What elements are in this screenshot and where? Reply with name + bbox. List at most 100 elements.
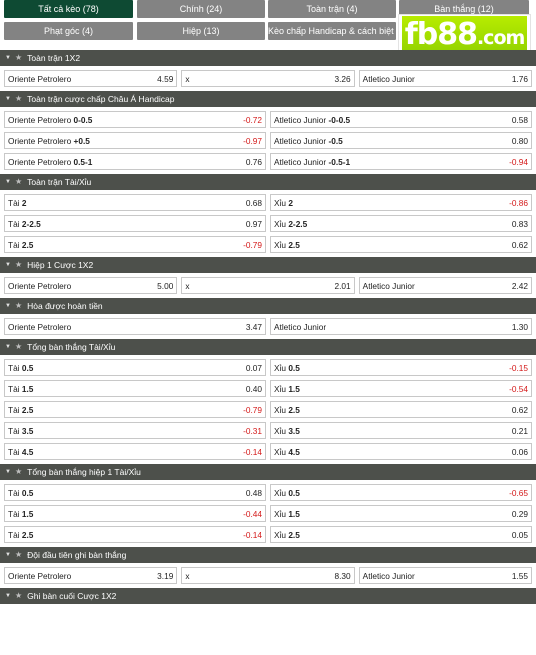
chevron-down-icon[interactable]: ▼	[5, 179, 11, 185]
market-header[interactable]: ▼ ★ Toàn trận 1X2	[0, 50, 536, 66]
odds-cell[interactable]: Atletico Junior -0-0.5 0.58	[270, 111, 532, 128]
star-icon[interactable]: ★	[14, 550, 23, 559]
odds-value: 0.48	[245, 487, 262, 498]
odds-cell[interactable]: Atletico Junior 1.76	[358, 70, 532, 87]
odds-cell[interactable]: Xỉu 4.5 0.06	[270, 443, 532, 460]
selection-label: Xỉu 1.5	[274, 508, 300, 519]
star-icon[interactable]: ★	[14, 177, 23, 186]
market-header[interactable]: ▼ ★ Toàn trận cược chấp Châu Á Handicap	[0, 91, 536, 107]
tab-handicap[interactable]: Kèo chấp Handicap & cách biệt (3)	[268, 22, 396, 40]
odds-value: -0.15	[509, 362, 528, 373]
odds-cell[interactable]: Xỉu 1.5 -0.54	[270, 380, 532, 397]
star-icon[interactable]: ★	[14, 94, 23, 103]
market-header[interactable]: ▼ ★ Hiệp 1 Cược 1X2	[0, 257, 536, 273]
odds-cell[interactable]: Xỉu 2.5 0.05	[270, 526, 532, 543]
star-icon[interactable]: ★	[14, 260, 23, 269]
market-header[interactable]: ▼ ★ Tổng bàn thắng hiệp 1 Tài/Xỉu	[0, 464, 536, 480]
selection-label: Tài 2	[8, 197, 27, 208]
odds-row: Oriente Petrolero 3.47 Atletico Junior 1.30	[4, 318, 532, 335]
odds-cell[interactable]: Atletico Junior -0.5 0.80	[270, 132, 532, 149]
selection-label: Atletico Junior -0.5-1	[274, 156, 351, 167]
selection-label: Xỉu 2.5	[274, 529, 300, 540]
market-title: Hòa được hoàn tiền	[27, 301, 103, 311]
market-header[interactable]: ▼ ★ Toàn trận Tài/Xỉu	[0, 174, 536, 190]
selection-label: Xỉu 2	[274, 197, 293, 208]
odds-cell[interactable]: x 8.30	[181, 567, 355, 584]
chevron-down-icon[interactable]: ▼	[5, 262, 11, 268]
odds-cell[interactable]: Oriente Petrolero 0-0.5 -0.72	[4, 111, 266, 128]
odds-value: 0.07	[245, 362, 262, 373]
odds-value: 0.97	[245, 218, 262, 229]
star-icon[interactable]: ★	[14, 467, 23, 476]
odds-cell[interactable]: Tài 0.5 0.07	[4, 359, 266, 376]
odds-cell[interactable]: Xỉu 0.5 -0.15	[270, 359, 532, 376]
odds-cell[interactable]: Atletico Junior 2.42	[358, 277, 532, 294]
tab-corners[interactable]: Phạt góc (4)	[4, 22, 133, 40]
tab-main[interactable]: Chính (24)	[137, 0, 265, 18]
tab-halves[interactable]: Hiệp (13)	[137, 22, 265, 40]
odds-cell[interactable]: Oriente Petrolero 0.5-1 0.76	[4, 153, 266, 170]
selection-label: Tài 0.5	[8, 362, 34, 373]
odds-cell[interactable]: x 3.26	[181, 70, 355, 87]
tab-full-match[interactable]: Toàn trận (4)	[268, 0, 396, 18]
odds-cell[interactable]: Xỉu 2 -0.86	[270, 194, 532, 211]
odds-cell[interactable]: Oriente Petrolero 3.19	[4, 567, 178, 584]
selection-label: Atletico Junior	[362, 73, 415, 84]
chevron-down-icon[interactable]: ▼	[5, 344, 11, 350]
selection-label: Atletico Junior -0.5	[274, 135, 343, 146]
odds-cell[interactable]: Oriente Petrolero +0.5 -0.97	[4, 132, 266, 149]
star-icon[interactable]: ★	[14, 342, 23, 351]
odds-cell[interactable]: Xỉu 2.5 0.62	[270, 401, 532, 418]
odds-value: 0.05	[511, 529, 528, 540]
selection-label: Tài 2.5	[8, 239, 34, 250]
handicap-line: 1.5	[288, 508, 300, 519]
market-header[interactable]: ▼ ★ Ghi bàn cuối Cược 1X2	[0, 588, 536, 604]
market-header[interactable]: ▼ ★ Đội đầu tiên ghi bàn thắng	[0, 547, 536, 563]
odds-value: -0.65	[509, 487, 528, 498]
odds-cell[interactable]: Xỉu 2.5 0.62	[270, 236, 532, 253]
star-icon[interactable]: ★	[14, 301, 23, 310]
odds-cell[interactable]: Tài 0.5 0.48	[4, 484, 266, 501]
chevron-down-icon[interactable]: ▼	[5, 552, 11, 558]
star-icon[interactable]: ★	[14, 53, 23, 62]
odds-cell[interactable]: Xỉu 3.5 0.21	[270, 422, 532, 439]
odds-cell[interactable]: Xỉu 1.5 0.29	[270, 505, 532, 522]
odds-cell[interactable]: Oriente Petrolero 5.00	[4, 277, 178, 294]
odds-cell[interactable]: Oriente Petrolero 3.47	[4, 318, 266, 335]
odds-cell[interactable]: x 2.01	[181, 277, 355, 294]
odds-value: 0.62	[511, 239, 528, 250]
odds-cell[interactable]: Tài 1.5 -0.44	[4, 505, 266, 522]
chevron-down-icon[interactable]: ▼	[5, 55, 11, 61]
chevron-down-icon[interactable]: ▼	[5, 593, 11, 599]
chevron-down-icon[interactable]: ▼	[5, 303, 11, 309]
odds-cell[interactable]: Xỉu 0.5 -0.65	[270, 484, 532, 501]
star-icon[interactable]: ★	[14, 591, 23, 600]
odds-cell[interactable]: Tài 2.5 -0.79	[4, 401, 266, 418]
odds-cell[interactable]: Tài 1.5 0.40	[4, 380, 266, 397]
market-header[interactable]: ▼ ★ Hòa được hoàn tiền	[0, 298, 536, 314]
odds-row: Tài 2.5 -0.79 Xỉu 2.5 0.62	[4, 401, 532, 418]
odds-cell[interactable]: Tài 2.5 -0.14	[4, 526, 266, 543]
market-title: Toàn trận cược chấp Châu Á Handicap	[27, 94, 175, 104]
odds-cell[interactable]: Atletico Junior 1.30	[270, 318, 532, 335]
selection-label: Oriente Petrolero	[8, 280, 72, 291]
odds-cell[interactable]: Atletico Junior 1.55	[358, 567, 532, 584]
tab-all-markets[interactable]: Tất cả kèo (78)	[4, 0, 133, 18]
odds-cell[interactable]: Tài 2-2.5 0.97	[4, 215, 266, 232]
handicap-line: 1.5	[21, 383, 34, 394]
odds-cell[interactable]: Oriente Petrolero 4.59	[4, 70, 178, 87]
selection-label: Oriente Petrolero 0-0.5	[8, 114, 93, 125]
selection-label: x	[185, 570, 190, 581]
odds-cell[interactable]: Atletico Junior -0.5-1 -0.94	[270, 153, 532, 170]
odds-cell[interactable]: Tài 3.5 -0.31	[4, 422, 266, 439]
chevron-down-icon[interactable]: ▼	[5, 469, 11, 475]
chevron-down-icon[interactable]: ▼	[5, 96, 11, 102]
selection-label: Xỉu 0.5	[274, 362, 300, 373]
odds-cell[interactable]: Tài 2.5 -0.79	[4, 236, 266, 253]
market-body: Tài 2 0.68 Xỉu 2 -0.86 Tài 2-2.5 0.97 Xỉu 2-2.…	[0, 190, 536, 253]
market-header[interactable]: ▼ ★ Tổng bàn thắng Tài/Xỉu	[0, 339, 536, 355]
odds-cell[interactable]: Tài 4.5 -0.14	[4, 443, 266, 460]
odds-cell[interactable]: Xỉu 2-2.5 0.83	[270, 215, 532, 232]
tab-goals[interactable]: Bàn thắng (12)	[399, 0, 529, 18]
odds-cell[interactable]: Tài 2 0.68	[4, 194, 266, 211]
